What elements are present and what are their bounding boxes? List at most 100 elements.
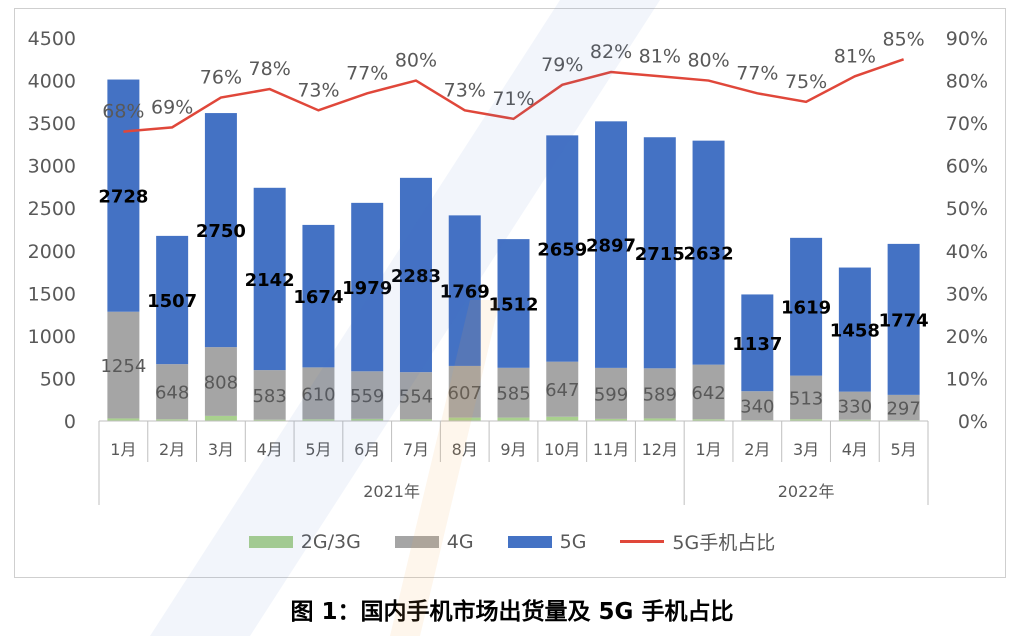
bar-2g3g [448, 417, 481, 421]
legend-item-4g: 4G [394, 530, 474, 553]
bar-5g [546, 135, 579, 362]
bar-2g3g [204, 415, 237, 421]
y-tick-label: 3500 [28, 113, 76, 135]
data-label-4g: 642 [691, 383, 725, 404]
legend-label-4g: 4G [446, 530, 474, 553]
data-label-4g: 559 [350, 386, 384, 407]
bar-4g [107, 311, 140, 419]
data-label-4g: 330 [838, 397, 872, 418]
chart-canvas: 0 500 1000 1500 2000 2500 3000 3500 4000 4500 0% 10… [28, 28, 988, 505]
bar-5g [253, 187, 286, 371]
y2-tick-label: 70% [946, 113, 988, 135]
data-label-5g: 1774 [879, 310, 929, 331]
data-label-5g-share: 85% [883, 28, 925, 50]
bar-5g [790, 237, 823, 376]
data-label-5g-share: 75% [785, 71, 827, 93]
y2-tick-label: 80% [946, 71, 988, 93]
bar-4g [887, 394, 920, 421]
bar-2g3g [107, 418, 140, 421]
bar-2g3g [399, 419, 432, 421]
data-label-4g: 648 [155, 383, 189, 404]
bar-4g [156, 364, 189, 420]
x-tick-label: 12月 [642, 440, 678, 459]
data-label-5g-share: 80% [395, 50, 437, 72]
legend: 2G/3G 4G 5G 5G手机占比 [0, 528, 1024, 555]
bar-4g [790, 375, 823, 420]
x-tick-label: 6月 [354, 440, 380, 459]
data-label-5g-share: 73% [297, 79, 339, 101]
data-label-4g: 599 [594, 384, 628, 405]
bar-5g [741, 294, 774, 392]
bar-5g [595, 121, 628, 368]
bar-4g [692, 364, 725, 420]
data-label-5g: 1674 [293, 287, 343, 308]
y2-tick-label: 30% [946, 283, 988, 305]
data-label-5g: 2632 [684, 244, 734, 265]
bar-4g [253, 370, 286, 420]
data-label-4g: 513 [789, 388, 823, 409]
bar-5g [351, 202, 384, 372]
y2-tick-label: 90% [946, 28, 988, 50]
data-label-5g: 2283 [391, 266, 441, 287]
y-tick-label: 0 [64, 411, 76, 433]
x-group-label: 2022年 [778, 482, 835, 501]
bar-4g [399, 372, 432, 420]
data-label-5g: 2659 [537, 240, 587, 261]
legend-swatch-2g3g [248, 535, 293, 548]
data-label-5g: 1619 [781, 298, 831, 319]
data-label-5g-share: 82% [590, 41, 632, 63]
data-label-4g: 610 [301, 384, 335, 405]
bar-2g3g [643, 418, 676, 421]
y-tick-label: 500 [40, 368, 76, 390]
data-label-4g: 808 [204, 373, 238, 394]
data-label-5g-share: 77% [346, 62, 388, 84]
y-tick-label: 2500 [28, 198, 76, 220]
bar-2g3g [546, 416, 579, 421]
y2-tick-label: 20% [946, 326, 988, 348]
data-label-4g: 585 [496, 384, 530, 405]
data-label-5g-share: 77% [736, 62, 778, 84]
y2-tick-label: 60% [946, 156, 988, 178]
bar-4g [595, 367, 628, 419]
y2-tick-label: 50% [946, 198, 988, 220]
line-5g-share [123, 58, 905, 133]
bar-5g [887, 243, 920, 395]
y2-tick-label: 10% [946, 368, 988, 390]
legend-item-5g-share: 5G手机占比 [620, 528, 775, 555]
legend-label-2g3g: 2G/3G [300, 530, 361, 553]
bar-4g [302, 367, 335, 420]
data-label-4g: 554 [399, 387, 433, 408]
data-label-5g-share: 68% [102, 101, 144, 123]
data-label-5g: 2728 [98, 187, 148, 208]
x-tick-label: 4月 [842, 440, 868, 459]
x-tick-label: 1月 [110, 440, 136, 459]
figure-caption: 图 1：国内手机市场出货量及 5G 手机占比 [290, 599, 734, 625]
bar-4g [838, 391, 871, 420]
x-group-label: 2021年 [363, 482, 420, 501]
legend-swatch-5g-share [620, 540, 665, 543]
data-label-5g-share: 80% [687, 50, 729, 72]
legend-swatch-5g [507, 535, 552, 548]
bar-2g3g [302, 419, 335, 421]
bar-5g [399, 177, 432, 373]
data-label-4g: 297 [886, 399, 920, 420]
bar-5g [107, 79, 140, 312]
x-tick-label: 10月 [544, 440, 580, 459]
y-tick-label: 1500 [28, 283, 76, 305]
bar-5g [692, 140, 725, 365]
y2-tick-label: 0% [958, 411, 988, 433]
bar-2g3g [497, 417, 530, 421]
data-label-5g: 2750 [196, 221, 246, 242]
x-tick-label: 2月 [159, 440, 185, 459]
y-tick-label: 2000 [28, 241, 76, 263]
data-label-5g: 2142 [245, 270, 295, 291]
bar-5g [838, 267, 871, 392]
bar-4g [546, 361, 579, 417]
bar-2g3g [692, 419, 725, 421]
data-label-4g: 607 [448, 383, 482, 404]
data-label-5g: 2715 [635, 244, 685, 265]
data-label-4g: 589 [643, 384, 677, 405]
x-tick-label: 7月 [403, 440, 429, 459]
y-tick-label: 4000 [28, 71, 76, 93]
data-label-5g: 1137 [732, 334, 782, 355]
